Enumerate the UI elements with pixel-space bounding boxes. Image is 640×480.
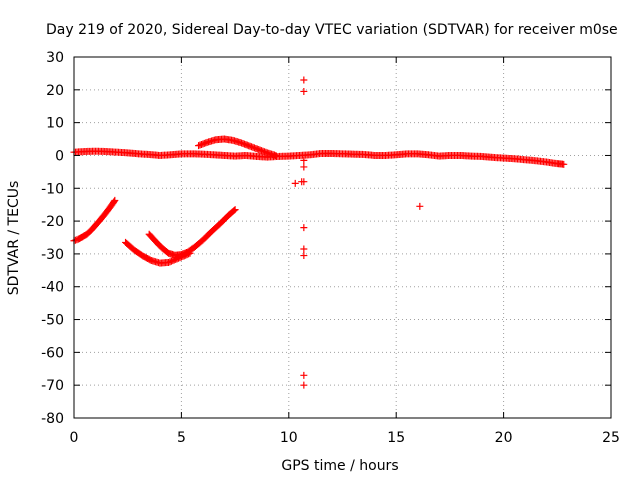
plot-frame <box>73 56 612 419</box>
y-axis-label: SDTVAR / TECUs <box>6 181 22 296</box>
x-axis-label: GPS time / hours <box>281 458 398 474</box>
x-axis: 0 5 10 15 20 25 <box>70 57 620 446</box>
data-point <box>560 160 568 168</box>
series-arc-rise-1 <box>70 196 119 245</box>
data-point <box>111 196 119 204</box>
data-point <box>300 224 308 232</box>
y-tick-label: 0 <box>55 148 64 164</box>
x-tick-label: 5 <box>177 430 186 446</box>
series-arc-dip-2 <box>145 206 239 259</box>
y-tick-label: 10 <box>46 116 64 132</box>
y-tick-label: -20 <box>41 214 64 230</box>
data-point <box>110 198 118 206</box>
data-point <box>230 207 238 215</box>
y-tick-label: -50 <box>41 313 64 329</box>
chart-title: Day 219 of 2020, Sidereal Day-to-day VTE… <box>46 22 618 38</box>
x-tick-label: 20 <box>495 430 513 446</box>
y-tick-label: -70 <box>41 378 64 394</box>
x-tick-label: 0 <box>70 430 79 446</box>
data-point <box>231 206 239 214</box>
y-axis: 30 20 10 0 -10 -20 -30 -40 -50 -60 -70 -80 <box>41 50 611 427</box>
y-tick-label: -40 <box>41 280 64 296</box>
series-outliers <box>291 76 424 389</box>
y-tick-label: -60 <box>41 345 64 361</box>
series-main-band <box>70 147 568 168</box>
x-tick-label: 10 <box>280 430 298 446</box>
x-tick-label: 25 <box>602 430 620 446</box>
data-point <box>300 245 308 253</box>
data-point <box>291 179 299 187</box>
data-point <box>300 178 308 186</box>
data-points <box>70 76 568 389</box>
data-point <box>300 156 308 164</box>
data-point <box>300 163 308 171</box>
y-tick-label: 30 <box>46 50 64 66</box>
data-point <box>416 202 424 210</box>
y-tick-label: 20 <box>46 83 64 99</box>
x-tick-label: 15 <box>387 430 405 446</box>
data-point <box>300 371 308 379</box>
data-point <box>300 381 308 389</box>
y-tick-label: -10 <box>41 181 64 197</box>
series-hump <box>195 135 280 159</box>
data-point <box>300 252 308 260</box>
data-point <box>300 76 308 84</box>
data-point <box>272 151 280 159</box>
data-point <box>300 87 308 95</box>
y-tick-label: -30 <box>41 247 64 263</box>
y-tick-label: -80 <box>41 411 64 427</box>
